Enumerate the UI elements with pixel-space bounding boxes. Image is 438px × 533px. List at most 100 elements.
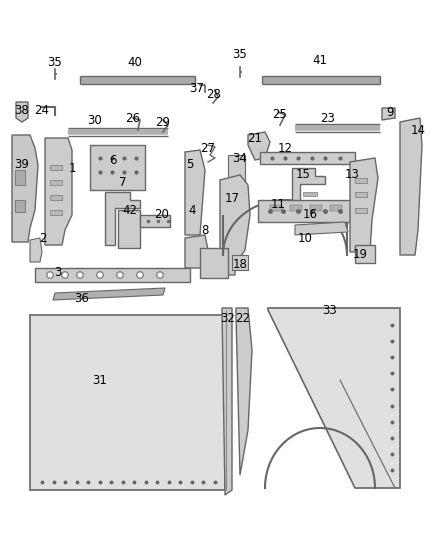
Bar bbox=[303, 192, 317, 196]
Text: 35: 35 bbox=[233, 49, 247, 61]
Text: 24: 24 bbox=[35, 103, 49, 117]
Bar bbox=[50, 180, 62, 185]
Bar bbox=[90, 145, 145, 190]
Text: 17: 17 bbox=[225, 191, 240, 205]
Bar bbox=[355, 245, 375, 263]
Polygon shape bbox=[185, 235, 208, 268]
Bar bbox=[310, 205, 322, 211]
Circle shape bbox=[136, 271, 144, 279]
Circle shape bbox=[138, 272, 142, 278]
Bar bbox=[330, 205, 342, 211]
Polygon shape bbox=[228, 155, 245, 185]
Bar bbox=[35, 268, 190, 282]
Text: 40: 40 bbox=[127, 55, 142, 69]
Bar bbox=[200, 248, 228, 278]
Circle shape bbox=[78, 272, 82, 278]
Polygon shape bbox=[12, 135, 38, 242]
Text: 37: 37 bbox=[190, 82, 205, 94]
Text: 5: 5 bbox=[186, 158, 194, 172]
Text: 15: 15 bbox=[296, 168, 311, 182]
Polygon shape bbox=[232, 255, 248, 270]
Polygon shape bbox=[185, 150, 205, 235]
Text: 21: 21 bbox=[247, 132, 262, 144]
Circle shape bbox=[158, 272, 162, 278]
Bar bbox=[118, 225, 132, 229]
Circle shape bbox=[47, 272, 53, 278]
Bar bbox=[303, 202, 317, 206]
Circle shape bbox=[96, 271, 104, 279]
Text: 4: 4 bbox=[188, 204, 196, 216]
Text: 18: 18 bbox=[233, 259, 247, 271]
Text: 12: 12 bbox=[278, 141, 293, 155]
Text: 39: 39 bbox=[14, 158, 29, 172]
Polygon shape bbox=[45, 138, 72, 245]
Text: 25: 25 bbox=[272, 109, 287, 122]
Bar bbox=[50, 195, 62, 200]
Polygon shape bbox=[295, 222, 348, 235]
Text: 27: 27 bbox=[201, 141, 215, 155]
Text: 34: 34 bbox=[233, 151, 247, 165]
Circle shape bbox=[156, 271, 164, 279]
Text: 9: 9 bbox=[386, 106, 394, 118]
Text: 8: 8 bbox=[201, 223, 208, 237]
Circle shape bbox=[63, 272, 67, 278]
Bar bbox=[140, 215, 170, 227]
Text: 19: 19 bbox=[353, 248, 367, 262]
Polygon shape bbox=[220, 175, 250, 275]
Text: 26: 26 bbox=[126, 111, 141, 125]
Text: 31: 31 bbox=[92, 374, 107, 386]
Bar bbox=[50, 165, 62, 170]
Text: 33: 33 bbox=[323, 303, 337, 317]
Polygon shape bbox=[292, 168, 325, 220]
Bar bbox=[270, 205, 282, 211]
Polygon shape bbox=[400, 118, 422, 255]
Text: 36: 36 bbox=[74, 292, 89, 304]
Polygon shape bbox=[268, 308, 400, 488]
Text: 7: 7 bbox=[119, 176, 127, 190]
Circle shape bbox=[76, 271, 84, 279]
Text: 42: 42 bbox=[123, 204, 138, 216]
Circle shape bbox=[46, 271, 54, 279]
Circle shape bbox=[61, 271, 69, 279]
Bar bbox=[355, 208, 367, 213]
Text: 11: 11 bbox=[271, 198, 286, 212]
Bar bbox=[290, 205, 302, 211]
Polygon shape bbox=[236, 308, 252, 475]
Bar bbox=[50, 210, 62, 215]
Polygon shape bbox=[350, 158, 378, 252]
Circle shape bbox=[117, 272, 123, 278]
Text: 28: 28 bbox=[207, 88, 222, 101]
Polygon shape bbox=[222, 308, 232, 495]
Polygon shape bbox=[30, 238, 42, 262]
Bar bbox=[30, 315, 225, 490]
Text: 13: 13 bbox=[345, 168, 360, 182]
Text: 35: 35 bbox=[48, 55, 62, 69]
Bar bbox=[355, 192, 367, 197]
Polygon shape bbox=[118, 210, 140, 248]
Text: 20: 20 bbox=[155, 208, 170, 222]
Text: 1: 1 bbox=[68, 161, 76, 174]
Bar bbox=[118, 215, 132, 219]
Polygon shape bbox=[248, 132, 270, 160]
Polygon shape bbox=[382, 108, 395, 120]
Text: 3: 3 bbox=[54, 265, 62, 279]
Bar bbox=[15, 170, 25, 185]
Text: 38: 38 bbox=[14, 103, 29, 117]
Text: 22: 22 bbox=[236, 311, 251, 325]
Bar bbox=[355, 178, 367, 183]
Text: 30: 30 bbox=[88, 114, 102, 126]
Text: 6: 6 bbox=[109, 154, 117, 166]
Circle shape bbox=[98, 272, 102, 278]
Text: 14: 14 bbox=[410, 124, 425, 136]
Text: 29: 29 bbox=[155, 116, 170, 128]
Bar bbox=[260, 152, 355, 164]
Text: 2: 2 bbox=[39, 231, 47, 245]
Bar bbox=[118, 235, 132, 239]
Polygon shape bbox=[105, 192, 140, 245]
Circle shape bbox=[116, 271, 124, 279]
Bar bbox=[15, 200, 25, 212]
Text: 41: 41 bbox=[312, 53, 328, 67]
Bar bbox=[303, 212, 317, 216]
Polygon shape bbox=[53, 288, 165, 300]
Polygon shape bbox=[16, 102, 28, 122]
